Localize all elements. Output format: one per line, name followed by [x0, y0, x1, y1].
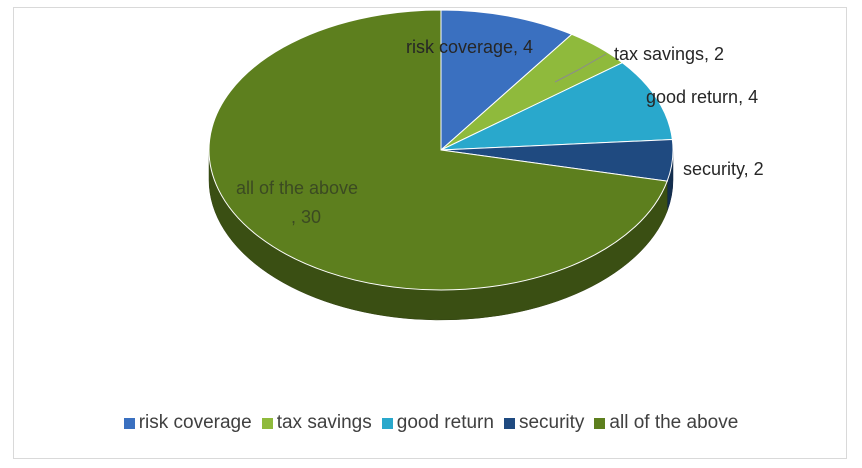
data-label-all-of-the-above: all of the above — [236, 178, 358, 198]
legend-item-good-return: good return — [381, 412, 494, 434]
data-label-good-return: good return, 4 — [646, 87, 758, 107]
data-label-all-of-the-above-value: , 30 — [291, 207, 321, 227]
pie-slice-good-return — [440, 62, 673, 151]
pie-slices — [208, 9, 674, 291]
legend-item-all-of-the-above: all of the above — [594, 412, 738, 434]
pie-slice-all-of-the-above — [208, 9, 668, 291]
legend-label: all of the above — [609, 412, 739, 433]
data-label-risk-coverage: risk coverage, 4 — [406, 37, 533, 57]
chart-legend: risk coverage tax savings good return se… — [0, 412, 862, 434]
legend-item-tax-savings: tax savings — [261, 412, 372, 434]
legend-swatch — [381, 417, 393, 429]
legend-swatch — [503, 417, 515, 429]
legend-label: good return — [396, 412, 494, 433]
legend-swatch — [261, 417, 273, 429]
data-label-tax-savings: tax savings, 2 — [614, 44, 724, 64]
legend-item-risk-coverage: risk coverage — [123, 412, 252, 434]
pie-slice-risk-coverage — [440, 9, 573, 152]
legend-item-security: security — [503, 412, 585, 434]
legend-swatch — [123, 417, 135, 429]
data-label-security: security, 2 — [683, 159, 764, 179]
legend-label: tax savings — [276, 412, 372, 433]
legend-label: security — [518, 412, 585, 433]
legend-label: risk coverage — [138, 412, 252, 433]
legend-swatch — [594, 417, 606, 429]
leader-line-tax-savings — [554, 53, 607, 83]
